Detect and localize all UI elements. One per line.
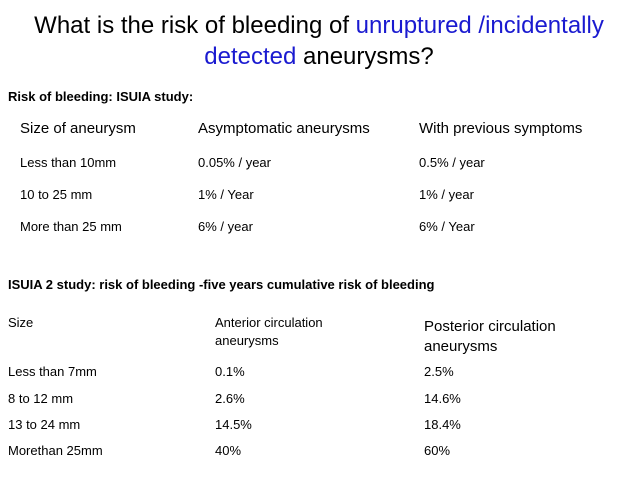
isuia-cell: 6% / year xyxy=(198,219,253,234)
isuia-cell: 0.5% / year xyxy=(419,155,485,170)
title-text-2: aneurysms? xyxy=(296,43,434,70)
isuia2-cell: 14.5% xyxy=(215,417,252,432)
title-line-1: What is the risk of bleeding of unruptur… xyxy=(0,10,638,41)
isuia2-cell: 2.5% xyxy=(424,364,454,379)
isuia-cell: 0.05% / year xyxy=(198,155,271,170)
isuia2-cell: Morethan 25mm xyxy=(8,443,103,458)
isuia2-cell: 0.1% xyxy=(215,364,245,379)
isuia-header-symptomatic: With previous symptoms xyxy=(419,120,583,137)
title-highlight-2: detected xyxy=(204,43,297,70)
isuia2-cell: 8 to 12 mm xyxy=(8,391,74,406)
isuia-cell: 1% / year xyxy=(419,187,474,202)
isuia-cell: 6% / Year xyxy=(419,219,475,234)
title-text-1: What is the risk of bleeding of xyxy=(34,12,356,39)
isuia-header-asymptomatic: Asymptomatic aneurysms xyxy=(198,120,370,137)
isuia2-cell: 2.6% xyxy=(215,391,245,406)
isuia-cell: More than 25 mm xyxy=(20,219,122,234)
isuia2-cell: 18.4% xyxy=(424,417,461,432)
title-line-2: detected aneurysms? xyxy=(0,41,638,72)
slide-title: What is the risk of bleeding of unruptur… xyxy=(0,10,638,72)
isuia-header-size: Size of aneurysm xyxy=(20,120,136,137)
isuia2-header-size: Size xyxy=(8,315,34,330)
isuia2-header-anterior: Anterior circulation aneurysms xyxy=(215,315,323,348)
isuia-cell: 1% / Year xyxy=(198,187,254,202)
isuia2-cell: 14.6% xyxy=(424,391,461,406)
isuia-cell: 10 to 25 mm xyxy=(20,187,93,202)
isuia2-cell: 60% xyxy=(424,443,451,458)
title-highlight-1: unruptured /incidentally xyxy=(355,12,604,39)
isuia-heading: Risk of bleeding: ISUIA study: xyxy=(8,89,194,104)
isuia2-cell: 40% xyxy=(215,443,242,458)
isuia2-header-posterior: Posterior circulation aneurysms xyxy=(424,318,556,355)
isuia2-cell: 13 to 24 mm xyxy=(8,417,81,432)
isuia2-heading: ISUIA 2 study: risk of bleeding -five ye… xyxy=(8,277,435,292)
isuia2-cell: Less than 7mm xyxy=(8,364,97,379)
isuia-cell: Less than 10mm xyxy=(20,155,117,170)
